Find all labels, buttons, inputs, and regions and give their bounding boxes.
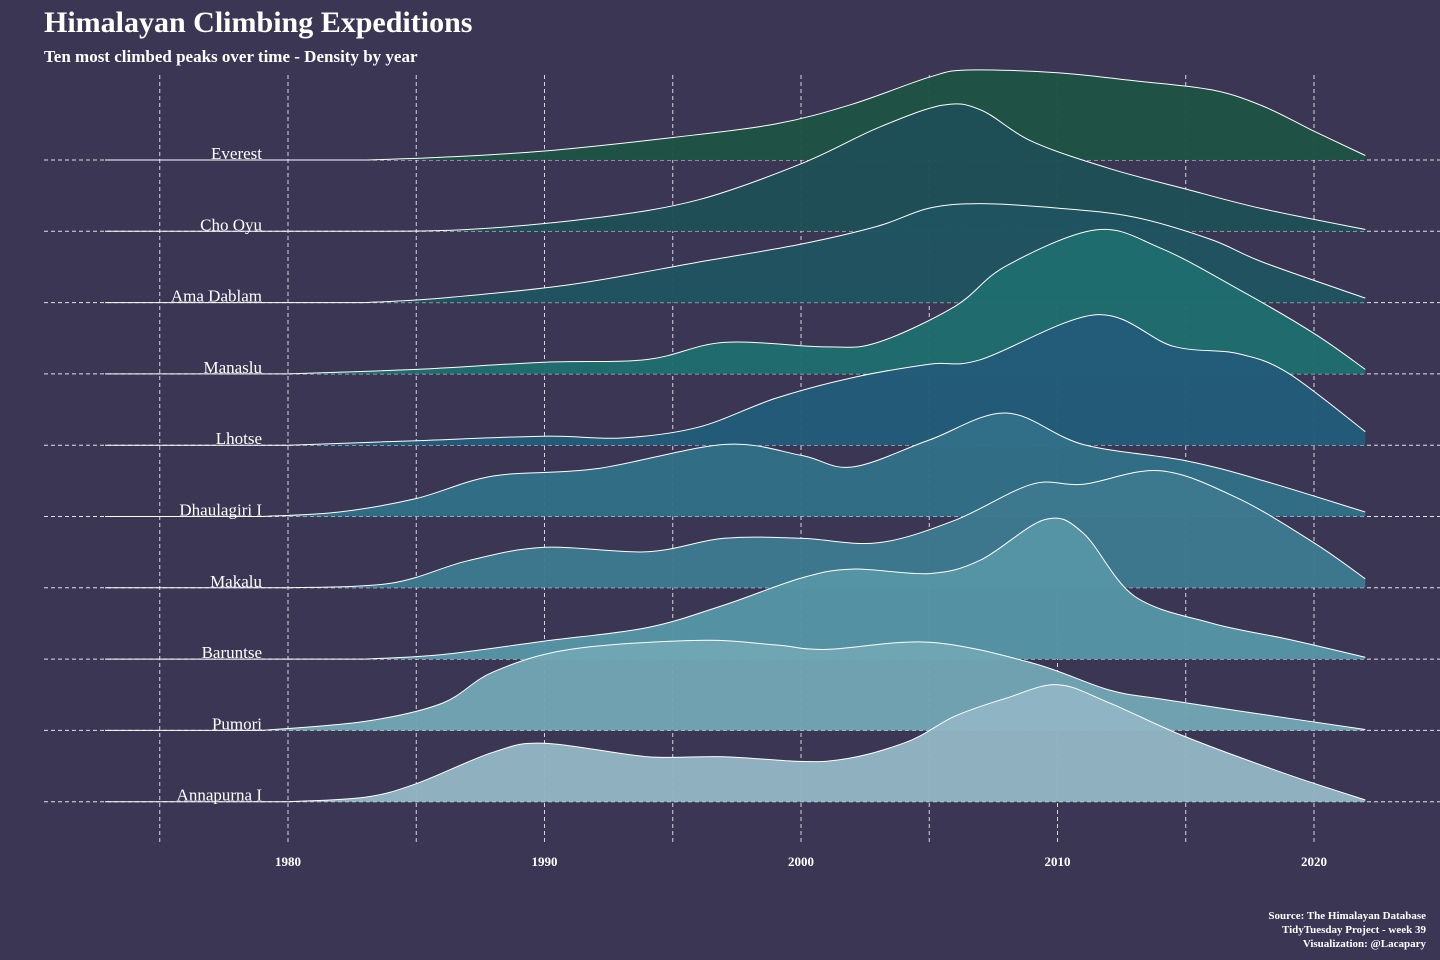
ridge-outline [287,684,1366,803]
peak-label: Baruntse [202,643,262,662]
peak-label: Annapurna I [177,786,263,805]
peak-label: Dhaulagiri I [179,501,262,520]
ridge-outline [287,314,1366,446]
caption: Source: The Himalayan Database TidyTuesd… [1268,910,1426,950]
peak-label: Cho Oyu [200,215,262,234]
caption-line: Source: The Himalayan Database [1268,910,1426,922]
peak-label: Manaslu [203,358,262,377]
chart-subtitle: Ten most climbed peaks over time - Densi… [44,47,418,66]
ridge-outline [262,639,1366,731]
ridge-outline [287,228,1366,375]
ridge-outline [364,103,1366,232]
ridge-outline [364,203,1366,304]
ridge-area [364,103,1366,232]
ridge-outline [262,412,1366,517]
x-tick-label: 1980 [275,854,301,869]
chart-title: Himalayan Climbing Expeditions [44,6,472,39]
x-tick-label: 2000 [788,854,814,869]
ridge-outline [364,517,1366,660]
x-tick-label: 2010 [1045,854,1071,869]
ridge-area [288,684,1366,802]
peak-label: Everest [211,144,262,163]
ridge-area [288,314,1366,446]
ridge-area [364,69,1366,160]
ridge-outline [287,470,1366,589]
x-tick-label: 2020 [1301,854,1327,869]
x-tick-label: 1990 [532,854,558,869]
x-axis-ticks: 1980 1990 2000 2010 2020 [275,854,1327,869]
peak-labels: Everest Cho Oyu Ama Dablam Manaslu Lhotse Dha… [171,144,263,805]
caption-line: TidyTuesday Project - week 39 [1282,924,1427,936]
caption-line: Visualization: @Lacapary [1303,938,1427,950]
peak-label: Lhotse [216,429,262,448]
peak-label: Makalu [210,572,262,591]
ridge-outline [364,69,1366,161]
ridges [105,69,1366,803]
ridge-area [364,518,1366,660]
peak-label: Ama Dablam [171,287,262,306]
peak-label: Pumori [212,714,262,733]
